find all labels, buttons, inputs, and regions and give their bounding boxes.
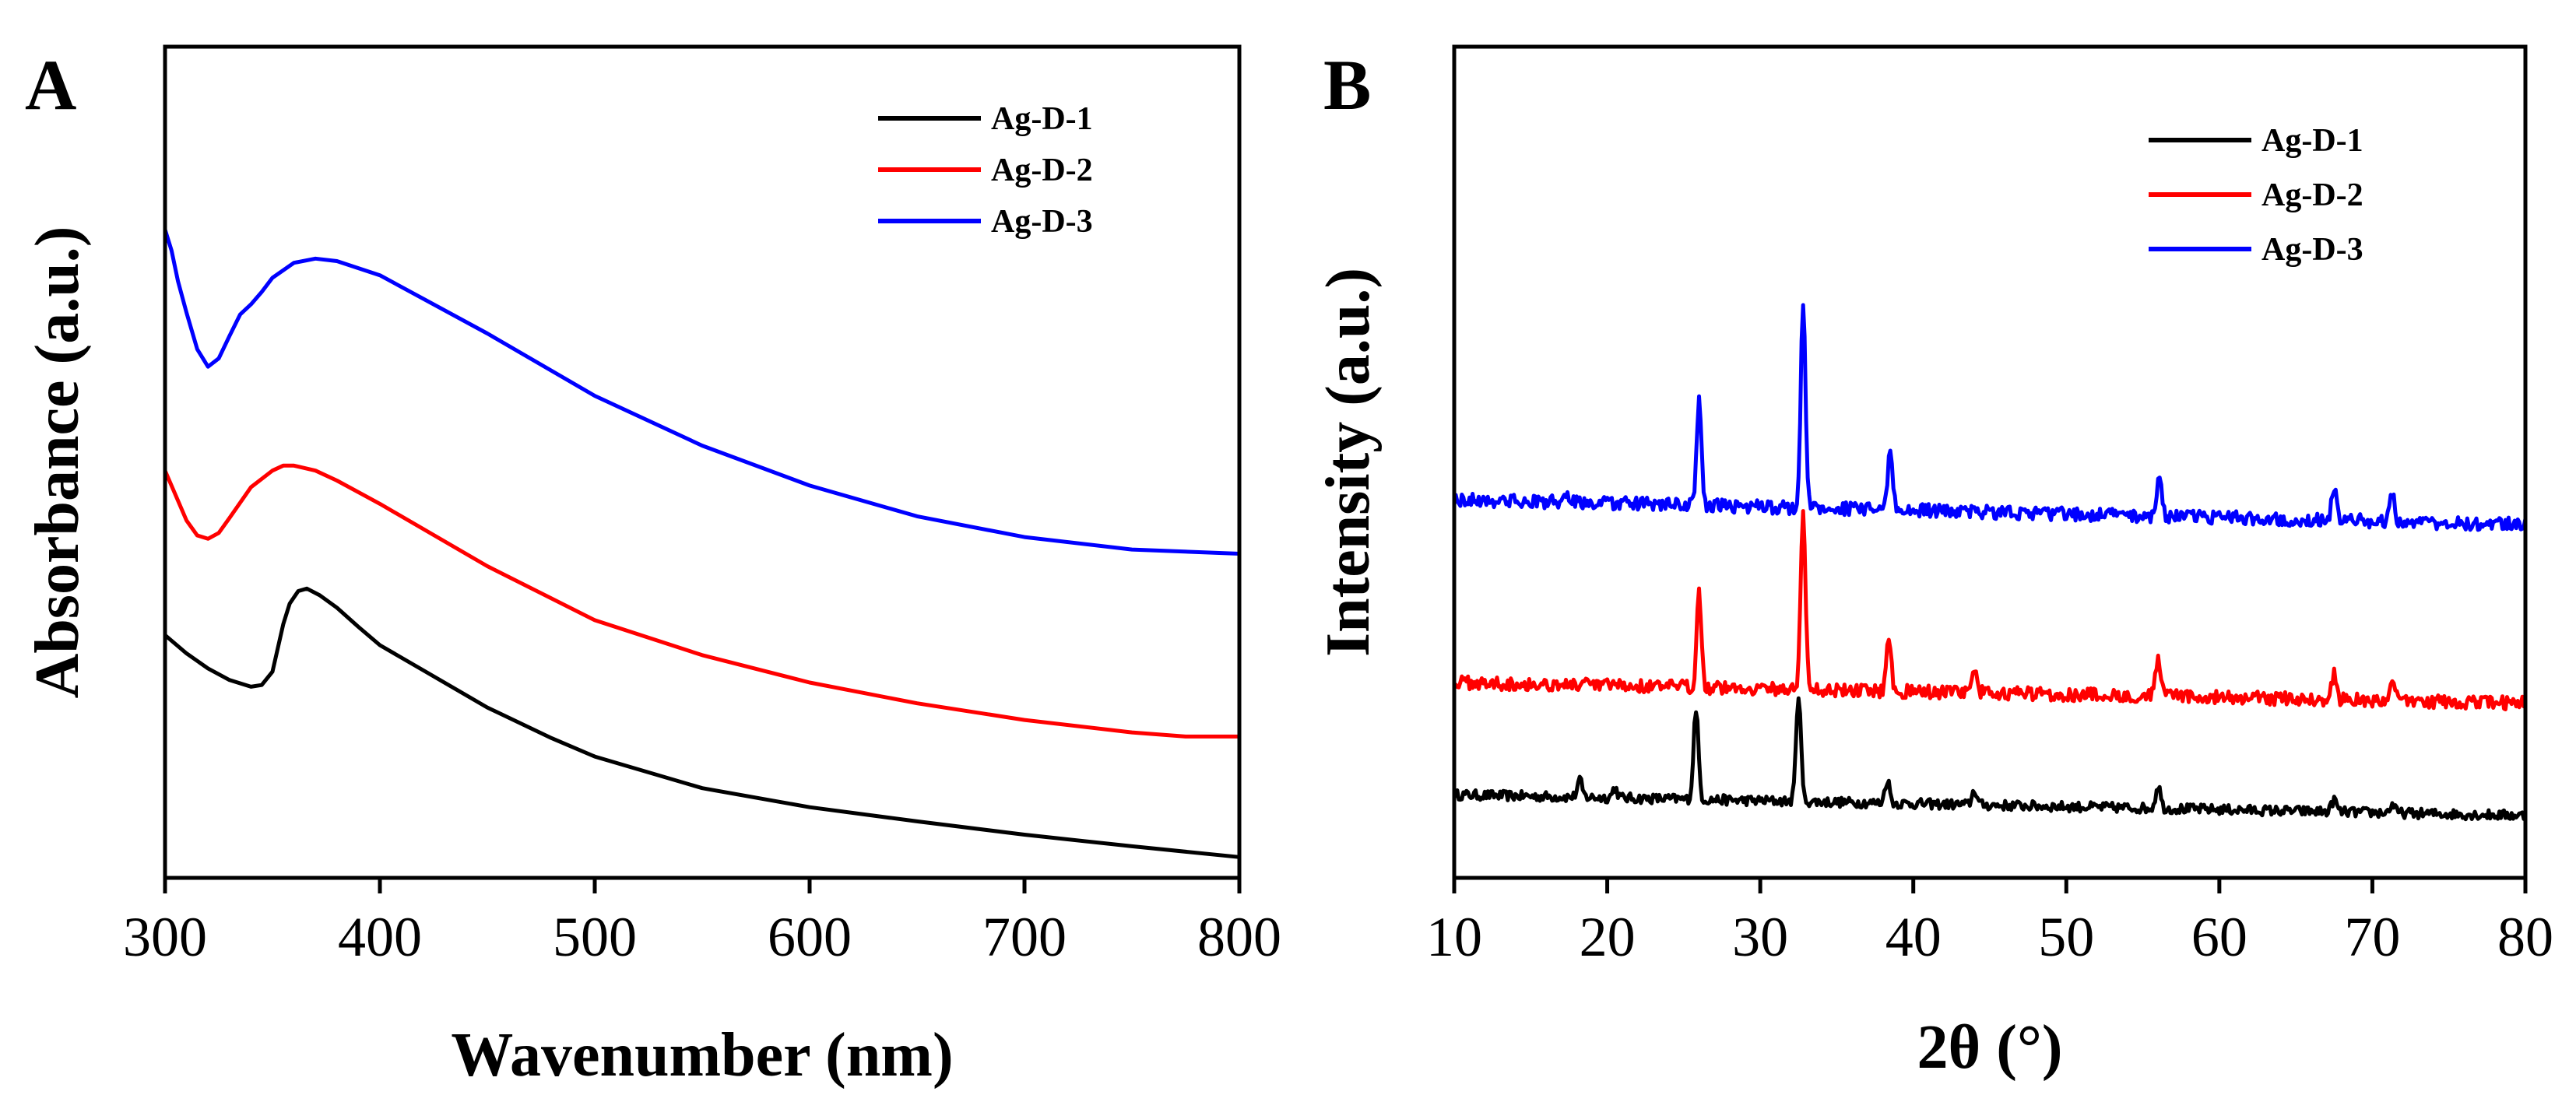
panel-b: B 10 20 30 40 50 60 70 80 2θ (°) Intensity (a.u… bbox=[1314, 44, 2553, 1082]
panel-a-x-tick-label: 500 bbox=[553, 906, 637, 968]
panel-b-x-tick-label: 30 bbox=[1732, 906, 1788, 968]
panel-b-x-tick-label: 70 bbox=[2344, 906, 2400, 968]
panel-a-x-ticks: 300 400 500 600 700 800 bbox=[123, 878, 1281, 968]
panel-b-legend-label: Ag-D-1 bbox=[2261, 123, 2363, 159]
panel-b-x-tick-label: 10 bbox=[1426, 906, 1482, 968]
panel-a-legend-label: Ag-D-2 bbox=[991, 153, 1093, 188]
panel-b-x-tick-label: 50 bbox=[2038, 906, 2094, 968]
panel-a: A 300 400 500 600 700 800 Wavenumber (nm) Abs… bbox=[23, 44, 1281, 1090]
panel-a-x-tick-label: 400 bbox=[338, 906, 422, 968]
panel-b-y-axis-title: Intensity (a.u.) bbox=[1314, 268, 1383, 657]
panel-a-letter: A bbox=[25, 45, 76, 125]
panel-b-series-line-ag-d-2 bbox=[1452, 509, 2528, 711]
panel-a-x-tick-label: 600 bbox=[768, 906, 852, 968]
panel-b-series-group bbox=[1452, 303, 2528, 822]
panel-b-x-tick-label: 60 bbox=[2191, 906, 2247, 968]
panel-a-legend-label: Ag-D-3 bbox=[991, 204, 1093, 240]
panel-a-x-tick-label: 800 bbox=[1197, 906, 1281, 968]
panel-a-x-axis-title: Wavenumber (nm) bbox=[451, 1021, 953, 1090]
panel-a-y-axis-title: Absorbance (a.u.) bbox=[23, 226, 92, 699]
panel-a-series-group bbox=[163, 227, 1242, 859]
panel-a-x-tick-label: 300 bbox=[123, 906, 207, 968]
panel-a-series-line-ag-d-1 bbox=[163, 586, 1242, 859]
panel-a-plot-frame bbox=[163, 44, 1242, 880]
panel-b-plot-frame bbox=[1452, 44, 2528, 880]
panel-b-x-tick-label: 40 bbox=[1885, 906, 1942, 968]
panel-b-legend-label: Ag-D-2 bbox=[2261, 177, 2363, 213]
panel-a-series-line-ag-d-3 bbox=[163, 227, 1242, 556]
panel-a-legend-label: Ag-D-1 bbox=[991, 101, 1093, 137]
panel-a-series-line-ag-d-2 bbox=[163, 463, 1242, 739]
panel-b-x-axis-title: 2θ (°) bbox=[1917, 1013, 2062, 1082]
panel-b-series-line-ag-d-3 bbox=[1452, 303, 2528, 532]
panel-b-x-tick-label: 20 bbox=[1580, 906, 1636, 968]
panel-b-x-tick-label: 80 bbox=[2497, 906, 2553, 968]
panel-b-legend: Ag-D-1 Ag-D-2 Ag-D-3 bbox=[2149, 123, 2363, 268]
panel-b-series-line-ag-d-1 bbox=[1452, 696, 2528, 822]
panel-a-legend: Ag-D-1 Ag-D-2 Ag-D-3 bbox=[878, 101, 1093, 240]
panel-a-x-tick-label: 700 bbox=[982, 906, 1067, 968]
panel-b-x-ticks: 10 20 30 40 50 60 70 80 bbox=[1426, 878, 2553, 968]
panel-b-legend-label: Ag-D-3 bbox=[2261, 232, 2363, 268]
panel-b-letter: B bbox=[1323, 45, 1371, 125]
